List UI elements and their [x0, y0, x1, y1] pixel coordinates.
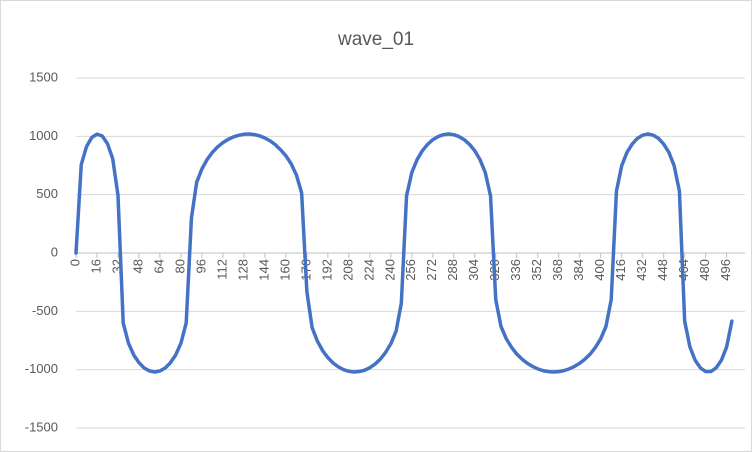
x-tick-label: 64 [151, 259, 166, 273]
y-tick-label: 500 [36, 186, 58, 201]
x-tick-label: 16 [88, 259, 103, 273]
x-tick-label: 368 [550, 259, 565, 281]
chart-title: wave_01 [337, 29, 414, 50]
y-tick-label: -500 [32, 303, 58, 318]
x-tick-label: 112 [214, 259, 229, 280]
x-tick-label: 0 [67, 259, 82, 266]
x-tick-label: 160 [277, 259, 292, 281]
x-tick-label: 304 [466, 259, 481, 281]
y-tick-label: 1500 [29, 69, 58, 84]
x-tick-label: 384 [571, 259, 586, 281]
x-tick-label: 336 [508, 259, 523, 281]
y-tick-label: 0 [51, 244, 58, 259]
x-tick-label: 192 [319, 259, 334, 281]
y-tick-label: 1000 [29, 128, 58, 143]
x-tick-label: 272 [424, 259, 439, 281]
x-tick-label: 96 [193, 259, 208, 273]
x-tick-label: 48 [130, 259, 145, 273]
line-series [74, 132, 734, 374]
x-tick-label: 80 [172, 259, 187, 273]
x-tick-label: 400 [592, 259, 607, 281]
x-tick-label: 352 [529, 259, 544, 281]
x-tick-label: 416 [613, 259, 628, 281]
x-tick-label: 256 [403, 259, 418, 281]
y-tick-label: -1500 [25, 419, 58, 434]
x-tick-label: 288 [445, 259, 460, 281]
y-tick-label: -1000 [25, 361, 58, 376]
x-tick-label: 208 [340, 259, 355, 281]
x-tick-label: 432 [634, 259, 649, 281]
x-tick-label: 448 [655, 259, 670, 281]
x-tick-label: 480 [697, 259, 712, 281]
x-tick-label: 240 [382, 259, 397, 281]
x-tick-label: 144 [256, 259, 271, 281]
x-tick-label: 224 [361, 259, 376, 281]
x-tick-label: 128 [235, 259, 250, 281]
x-tick-label: 496 [718, 259, 733, 281]
